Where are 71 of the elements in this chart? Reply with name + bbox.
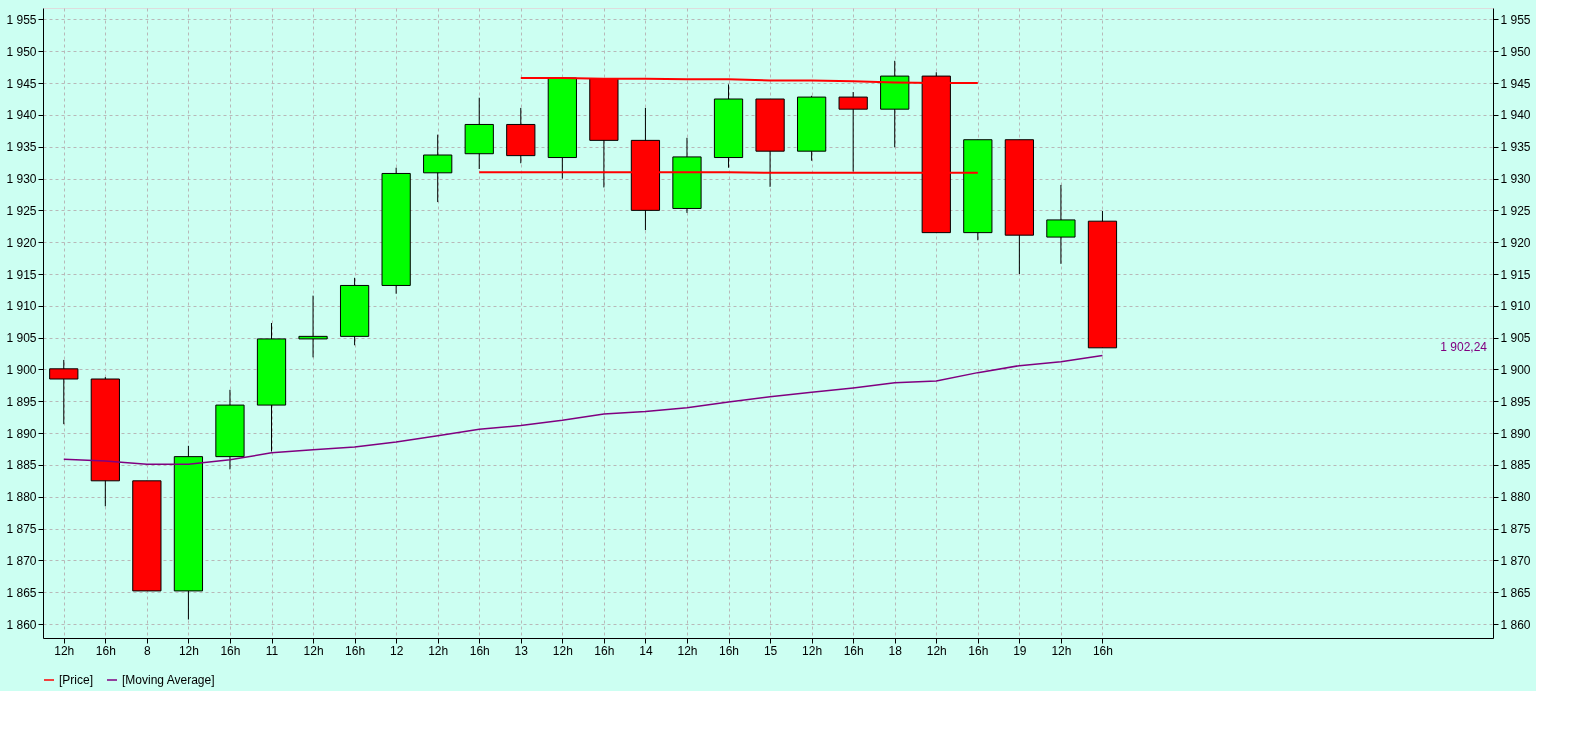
text: 1 930 [1500, 172, 1531, 187]
x-tick-label: 16h [95, 643, 116, 658]
y-tick-label: 1 945 [6, 76, 37, 91]
text: 1 915 [1500, 267, 1531, 282]
text: 1 940 [1500, 108, 1531, 123]
y-tick-label: 1 885 [6, 458, 37, 473]
text: 1 905 [1500, 331, 1531, 346]
x-tick-label: 12h [926, 643, 947, 658]
x-tick-label: 16h [220, 643, 241, 658]
text: 1 920 [1500, 235, 1531, 250]
text: 1 935 [1500, 140, 1531, 155]
y-tick-label: 1 955 [6, 12, 37, 27]
x-tick-label: 16h [719, 643, 740, 658]
x-tick-label: 12h [428, 643, 449, 658]
x-tick-label: 12h [677, 643, 698, 658]
x-tick-label: 13 [514, 643, 529, 658]
text: 1 955 [1500, 12, 1531, 27]
text: 1 875 [1500, 522, 1531, 537]
y-tick-label: 1 890 [6, 426, 37, 441]
line-series [63, 354, 1104, 466]
x-tick-label: 16h [594, 643, 615, 658]
text: 1 860 [1500, 617, 1531, 632]
x-tick-label: 12h [54, 643, 75, 658]
y-tick-label: 1 895 [6, 394, 37, 409]
x-tick-label: 16h [469, 643, 490, 658]
text: 1 870 [1500, 553, 1531, 568]
x-tick-label: 12 [389, 643, 404, 658]
x-tick-label: 16h [843, 643, 864, 658]
y-tick-label: 1 905 [6, 331, 37, 346]
x-tick-label: 16h [1092, 643, 1113, 658]
x-tick-label: 8 [144, 643, 152, 658]
text: 1 880 [1500, 490, 1531, 505]
legend-label: [Moving Average] [122, 673, 215, 687]
y-tick-label: 1 870 [6, 553, 37, 568]
y-tick-label: 1 910 [6, 299, 37, 314]
x-tick-label: 12h [303, 643, 324, 658]
x-tick-label: 14 [639, 643, 653, 658]
text: 1 865 [1500, 585, 1531, 600]
legend-label: [Price] [59, 673, 94, 687]
y-tick-label: 1 930 [6, 172, 37, 187]
text: 1 895 [1500, 394, 1531, 409]
y-tick-label: 1 920 [6, 235, 37, 250]
text: 1 910 [1500, 299, 1531, 314]
x-tick-label: 19 [1013, 643, 1027, 658]
y-tick-label: 1 925 [6, 203, 37, 218]
y-tick-label: 1 875 [6, 522, 37, 537]
y-tick-label: 1 940 [6, 108, 37, 123]
y-tick-label: 1 915 [6, 267, 37, 282]
text: 1 890 [1500, 426, 1531, 441]
x-tick-label: 15 [763, 643, 778, 658]
y-tick-label: 1 935 [6, 140, 37, 155]
x-tick-label: 16h [968, 643, 989, 658]
x-tick-label: 12h [1051, 643, 1072, 658]
y-tick-label: 1 900 [6, 362, 37, 377]
text: 1 902,24 [1440, 340, 1488, 354]
x-tick-label: 16h [345, 643, 366, 658]
text: 1 885 [1500, 458, 1531, 473]
y-tick-label: 1 860 [6, 617, 37, 632]
x-tick-label: 12h [802, 643, 823, 658]
text: 1 900 [1500, 362, 1531, 377]
x-tick-label: 12h [552, 643, 573, 658]
y-tick-label: 1 950 [6, 44, 37, 59]
y-tick-label: 1 865 [6, 585, 37, 600]
text: 1 925 [1500, 203, 1531, 218]
text: 1 950 [1500, 44, 1531, 59]
y-tick-label: 1 880 [6, 490, 37, 505]
text: 1 945 [1500, 76, 1531, 91]
x-tick-label: 12h [178, 643, 199, 658]
x-tick-label: 18 [888, 643, 903, 658]
x-tick-label: 11 [265, 643, 279, 658]
candlestick [298, 295, 328, 358]
